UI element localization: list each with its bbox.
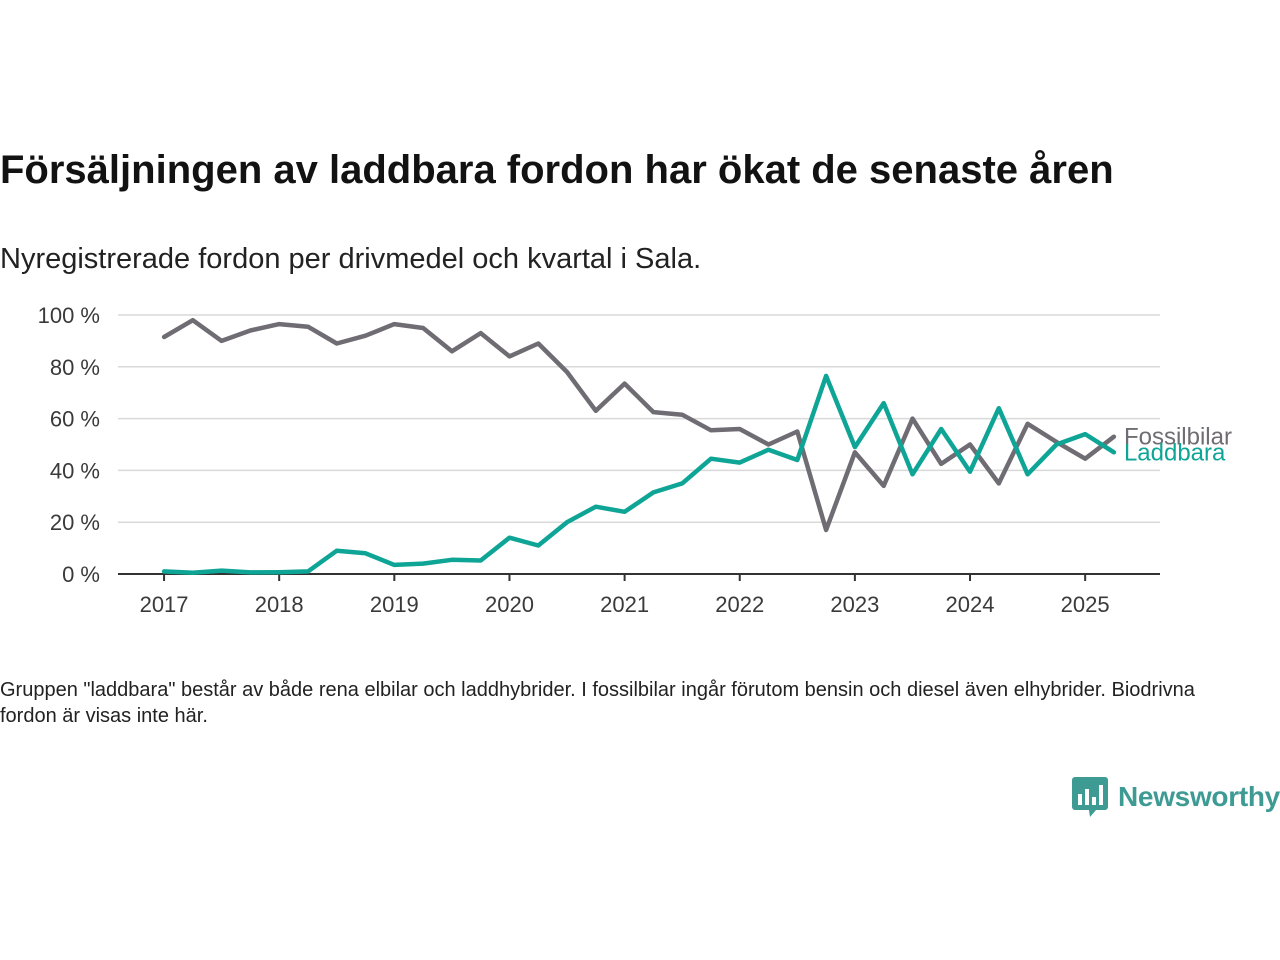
x-tick-label: 2019 xyxy=(370,592,419,617)
y-tick-label: 40 % xyxy=(50,458,100,483)
bar-chart-speech-bubble-icon xyxy=(1072,777,1108,817)
y-tick-label: 0 % xyxy=(62,562,100,587)
series-line-fossilbilar xyxy=(161,317,1117,533)
footnote: Gruppen "laddbara" består av både rena e… xyxy=(0,679,1195,727)
series-label-fossilbilar: Fossilbilar xyxy=(1124,424,1232,451)
series-line-laddbara xyxy=(161,373,1117,575)
x-tick-label: 2023 xyxy=(830,592,879,617)
brand-logo: Newsworthy xyxy=(1072,777,1280,817)
y-tick-label: 100 % xyxy=(38,303,100,328)
line-chart: 0 % 20 % 40 % 60 % 80 % 100 % 2017 2018 2019 2020… xyxy=(38,303,1232,617)
x-tick-label: 2025 xyxy=(1061,592,1110,617)
chart-title: Försäljningen av laddbara fordon har öka… xyxy=(0,148,1114,192)
y-tick-label: 20 % xyxy=(50,510,100,535)
x-tick-label: 2024 xyxy=(946,592,995,617)
y-tick-label: 80 % xyxy=(50,355,100,380)
x-tick-label: 2020 xyxy=(485,592,534,617)
chart-subtitle: Nyregistrerade fordon per drivmedel och … xyxy=(0,243,702,275)
y-tick-label: 60 % xyxy=(50,407,100,432)
x-tick-label: 2021 xyxy=(600,592,649,617)
brand-name: Newsworthy xyxy=(1118,781,1280,812)
x-tick-label: 2017 xyxy=(140,592,189,617)
x-tick-label: 2018 xyxy=(255,592,304,617)
series-label-laddbara: Laddbara xyxy=(1124,439,1226,466)
x-tick-label: 2022 xyxy=(715,592,764,617)
